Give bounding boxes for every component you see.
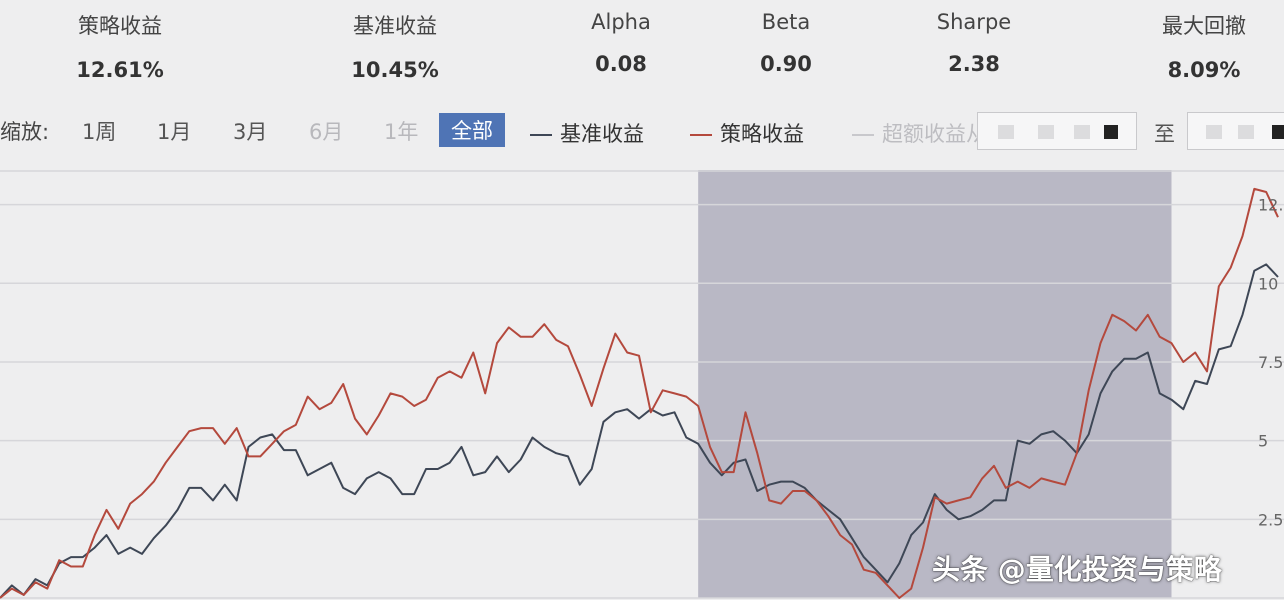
date-placeholder-block <box>1206 125 1222 139</box>
y-tick-label: 7.5 <box>1258 353 1283 372</box>
date-placeholder-block <box>1238 125 1254 139</box>
y-tick-label: 2.5 <box>1258 510 1283 529</box>
start-date-input[interactable] <box>977 112 1137 150</box>
stat-max-drawdown: 最大回撤 8.09% <box>1124 10 1284 82</box>
stat-label: 最大回撤 <box>1162 14 1246 38</box>
stat-value: 8.09% <box>1167 58 1241 82</box>
legend-strategy[interactable]: 策略收益 <box>690 118 804 148</box>
stat-value: 10.45% <box>351 58 439 82</box>
strategy-return-line[interactable] <box>0 187 1279 599</box>
returns-line-chart: 2.5 5 7.5 10 12.5 <box>0 170 1284 599</box>
stat-value: 0.08 <box>595 52 647 76</box>
stat-alpha: Alpha 0.08 <box>541 10 701 76</box>
stat-benchmark-return: 基准收益 10.45% <box>315 10 475 82</box>
legend-label: 基准收益 <box>560 122 644 146</box>
zoom-1m-button[interactable]: 1月 <box>157 120 192 144</box>
chart-controls: 缩放: 1周 1月 3月 6月 1年 全部 基准收益 策略收益 超额收益从 至 <box>0 110 1284 154</box>
stat-strategy-return: 策略收益 12.61% <box>40 10 200 82</box>
date-placeholder-block <box>998 125 1014 139</box>
stat-label: Beta <box>761 10 811 34</box>
benchmark-return-line[interactable] <box>0 263 1279 599</box>
calendar-icon[interactable] <box>1104 125 1118 139</box>
stat-label: Sharpe <box>936 10 1012 34</box>
legend-benchmark[interactable]: 基准收益 <box>530 118 644 148</box>
zoom-3m-button[interactable]: 3月 <box>233 120 268 144</box>
stat-label: 策略收益 <box>78 14 162 38</box>
stat-sharpe: Sharpe 2.38 <box>894 10 1054 76</box>
end-date-input[interactable] <box>1187 112 1284 150</box>
to-label: 至 <box>1154 122 1175 146</box>
y-tick-label: 5 <box>1258 432 1268 451</box>
y-tick-label: 12.5 <box>1258 196 1284 215</box>
stat-value: 12.61% <box>76 58 164 82</box>
date-placeholder-block <box>1038 125 1054 139</box>
selected-range-highlight[interactable] <box>698 170 1172 598</box>
legend-line-icon <box>852 134 874 136</box>
y-tick-label: 10 <box>1258 274 1278 293</box>
stat-beta: Beta 0.90 <box>706 10 866 76</box>
zoom-all-button[interactable]: 全部 <box>439 113 505 147</box>
zoom-6m-button[interactable]: 6月 <box>309 120 344 144</box>
date-placeholder-block <box>1074 125 1090 139</box>
stat-value: 0.90 <box>760 52 812 76</box>
stat-value: 2.38 <box>948 52 1000 76</box>
stat-label: Alpha <box>591 10 651 34</box>
stats-bar: 策略收益 12.61% 基准收益 10.45% Alpha 0.08 Beta … <box>0 0 1284 100</box>
calendar-icon[interactable] <box>1272 125 1284 139</box>
legend-excess[interactable]: 超额收益从 <box>852 118 987 148</box>
zoom-1w-button[interactable]: 1周 <box>82 120 117 144</box>
watermark-text: 头条 @量化投资与策略 <box>932 553 1222 586</box>
zoom-1y-button[interactable]: 1年 <box>384 120 419 144</box>
legend-line-icon <box>690 134 712 136</box>
zoom-label: 缩放: <box>0 120 50 144</box>
legend-label: 超额收益 <box>882 122 966 146</box>
stat-label: 基准收益 <box>353 14 437 38</box>
legend-label: 策略收益 <box>720 122 804 146</box>
legend-line-icon <box>530 134 552 136</box>
